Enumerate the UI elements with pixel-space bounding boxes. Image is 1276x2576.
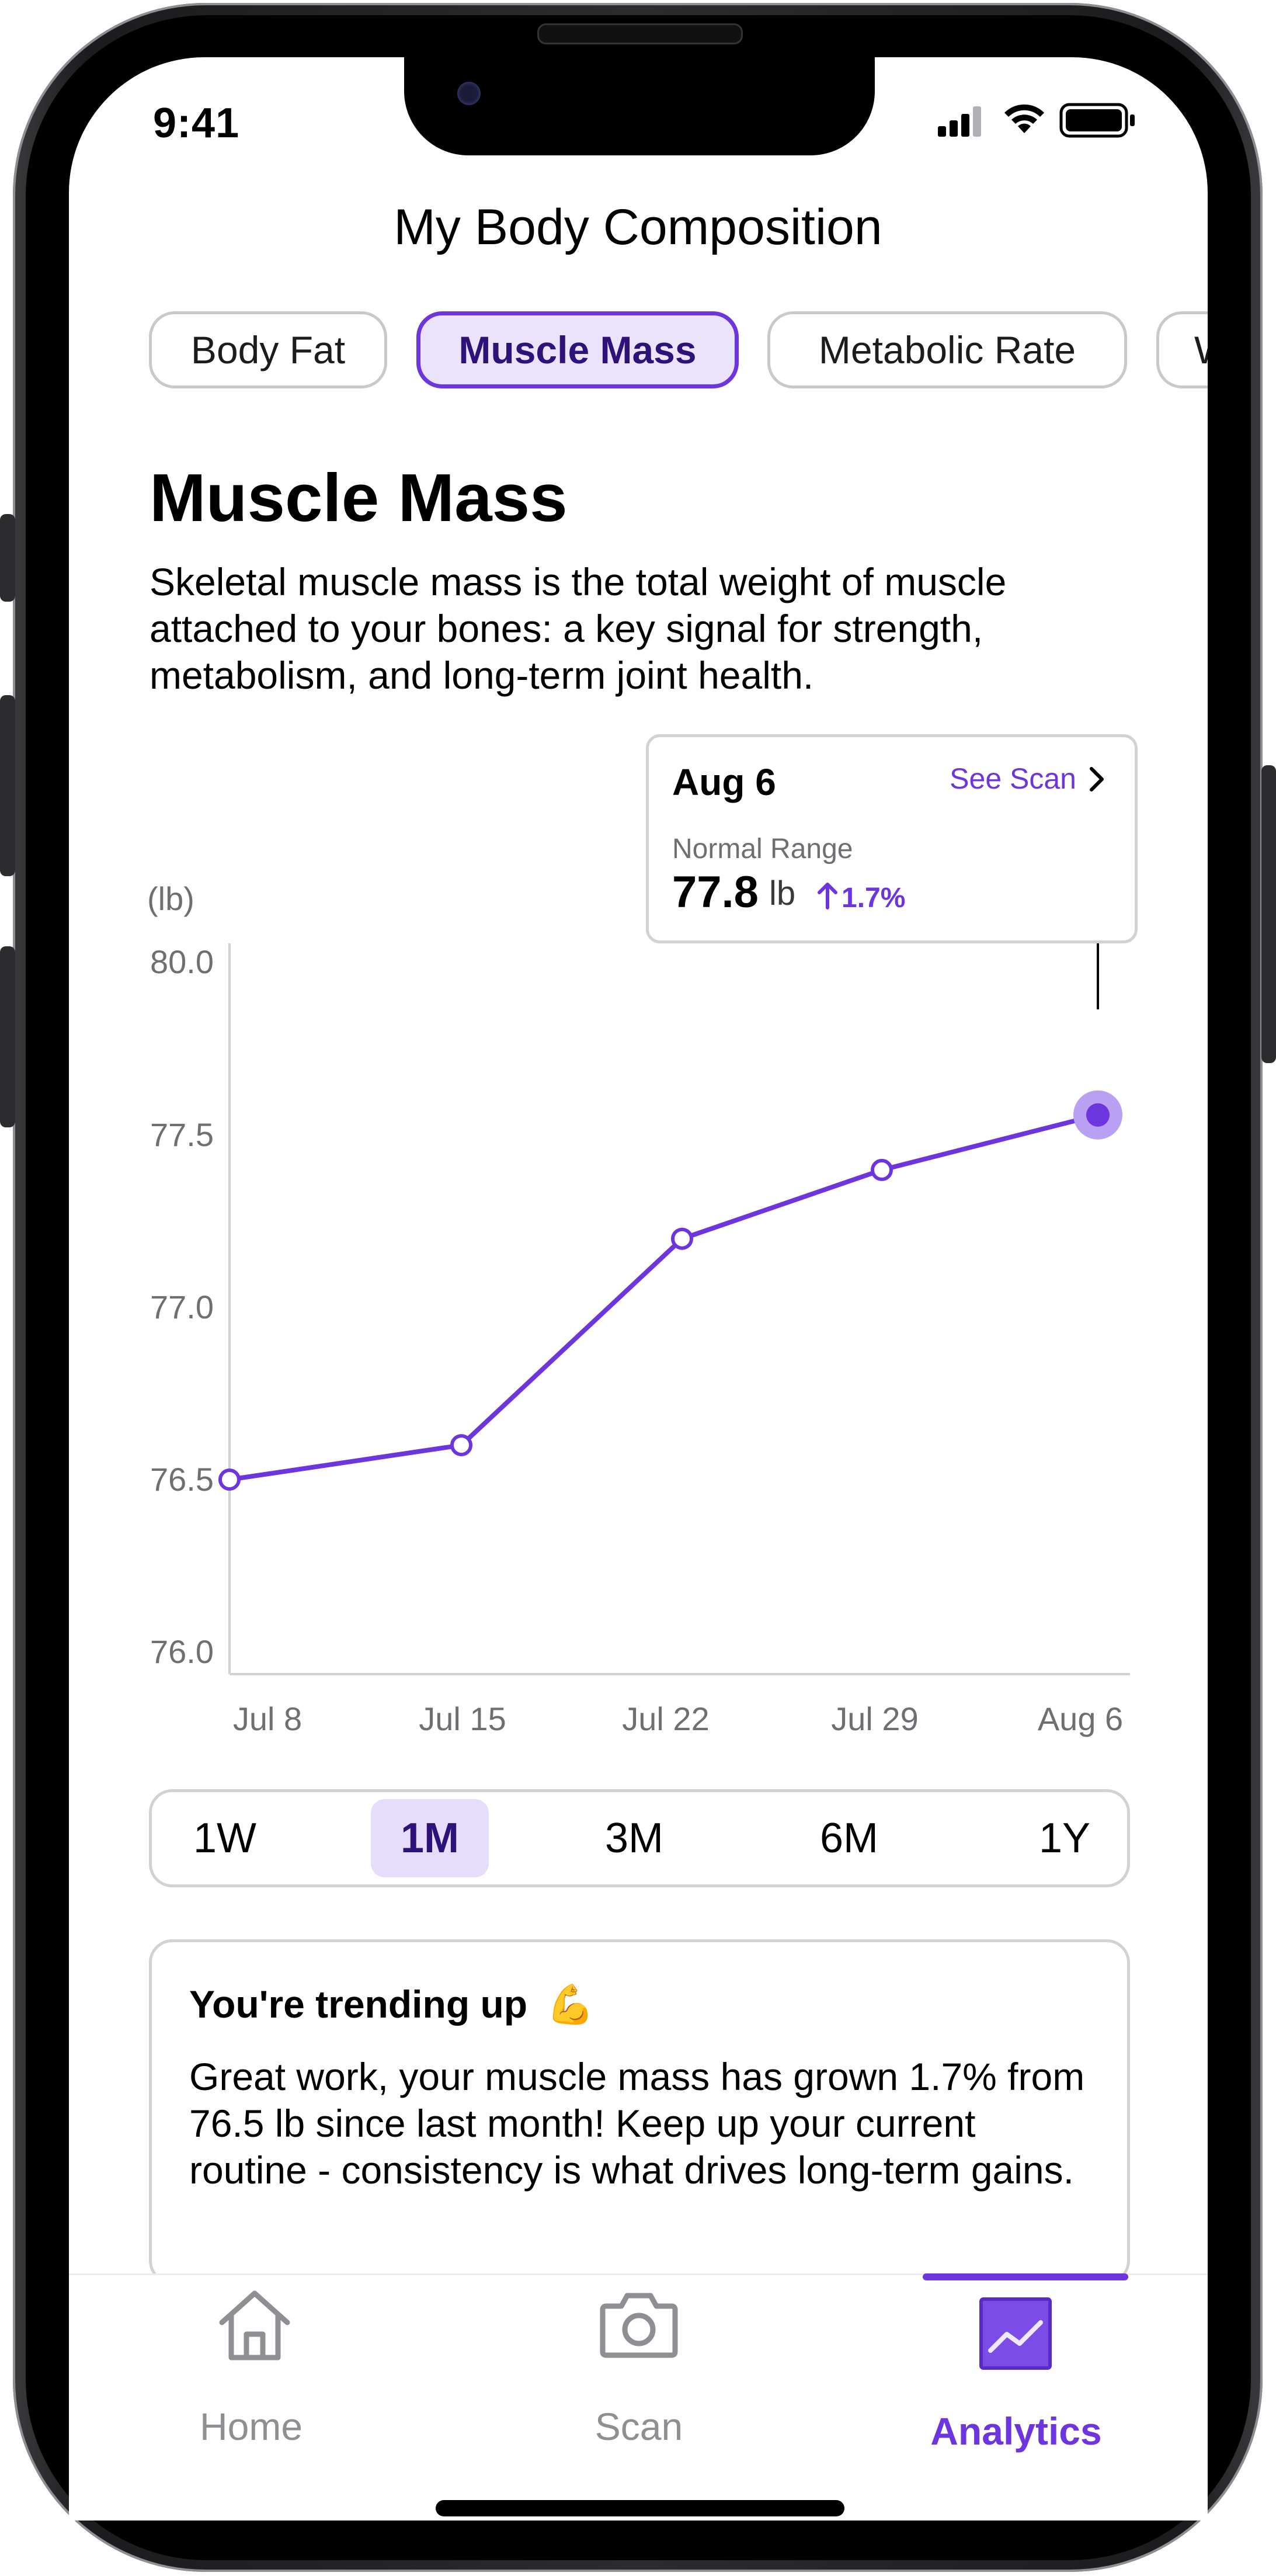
tooltip-range-label: Normal Range (672, 834, 853, 865)
mute-switch (0, 514, 15, 602)
x-tick-label: Aug 6 (1037, 1700, 1124, 1737)
notch (404, 57, 875, 155)
y-tick-label: 76.0 (150, 1633, 214, 1670)
data-point[interactable] (871, 1158, 893, 1181)
section-description: Skeletal muscle mass is the total weight… (149, 560, 1007, 697)
x-tick-label: Jul 22 (622, 1700, 710, 1737)
tab-muscle-mass[interactable]: Muscle Mass (416, 311, 739, 388)
chip-label: Muscle Mass (458, 328, 697, 372)
tooltip-value: 77.8 (672, 867, 759, 917)
time-range-selector: 1W 1M 3M 6M 1Y (149, 1789, 1130, 1887)
arrow-up-icon (818, 883, 837, 909)
volume-down-button (0, 946, 15, 1127)
page-title: My Body Composition (394, 199, 882, 255)
camera-icon (600, 2293, 678, 2358)
data-point-tooltip: Aug 6 See Scan Normal Range 77.8 lb 1.7% (646, 734, 1138, 943)
wifi-icon (1004, 104, 1044, 133)
selected-data-point[interactable] (1086, 1103, 1110, 1127)
status-time: 9:41 (153, 100, 240, 147)
insight-title: You're trending up 💪 (189, 1982, 594, 2028)
y-tick-label: 80.0 (150, 943, 214, 980)
volume-up-button (0, 695, 15, 876)
signal-icon (938, 106, 981, 137)
tab-home-label: Home (199, 2405, 303, 2448)
home-icon (219, 2290, 290, 2360)
home-indicator (436, 2500, 844, 2516)
tab-metabolic-rate[interactable]: Metabolic Rate (767, 311, 1127, 388)
earpiece-speaker (537, 23, 743, 44)
flexed-biceps-icon: 💪 (546, 1983, 594, 2026)
section-title: Muscle Mass (149, 460, 568, 536)
see-scan-link[interactable]: See Scan (950, 762, 1076, 796)
range-1y[interactable]: 1Y (1038, 1815, 1091, 1862)
muscle-mass-line-chart (218, 943, 1130, 1675)
chip-label: W (1194, 328, 1208, 372)
tab-next-partial[interactable]: W (1156, 311, 1208, 388)
range-1w[interactable]: 1W (193, 1815, 256, 1862)
see-scan-label: See Scan (950, 762, 1076, 795)
active-tab-indicator (923, 2273, 1128, 2280)
range-1m[interactable]: 1M (371, 1799, 489, 1877)
tooltip-unit: lb (769, 874, 796, 912)
insight-card: You're trending up 💪 Great work, your mu… (149, 1939, 1130, 2284)
data-point[interactable] (218, 1468, 241, 1491)
analytics-icon (979, 2297, 1052, 2370)
front-camera (457, 82, 481, 105)
tooltip-change: 1.7% (842, 883, 906, 914)
tab-scan-label: Scan (594, 2405, 683, 2448)
battery-icon (1059, 103, 1135, 138)
y-tick-label: 77.5 (150, 1116, 214, 1153)
series-line (229, 1112, 1098, 1482)
range-3m[interactable]: 3M (604, 1815, 664, 1862)
y-tick-label: 77.0 (150, 1289, 214, 1325)
data-point[interactable] (450, 1434, 472, 1457)
insight-body: Great work, your muscle mass has grown 1… (189, 2055, 1085, 2192)
x-tick-label: Jul 15 (419, 1700, 506, 1737)
power-button (1261, 765, 1276, 1063)
chip-label: Body Fat (190, 328, 346, 372)
insight-title-text: You're trending up (189, 1983, 528, 2026)
tooltip-date: Aug 6 (672, 761, 776, 803)
tab-analytics-label: Analytics (930, 2410, 1102, 2453)
chevron-right-icon[interactable] (1082, 762, 1111, 797)
range-6m[interactable]: 6M (819, 1815, 879, 1862)
y-tick-label: 76.5 (150, 1461, 214, 1498)
y-axis-unit: (lb) (147, 880, 194, 917)
tab-body-fat[interactable]: Body Fat (149, 311, 387, 388)
data-point[interactable] (671, 1227, 693, 1250)
x-tick-label: Jul 29 (831, 1700, 919, 1737)
x-tick-label: Jul 8 (232, 1700, 303, 1737)
chip-label: Metabolic Rate (818, 328, 1076, 372)
